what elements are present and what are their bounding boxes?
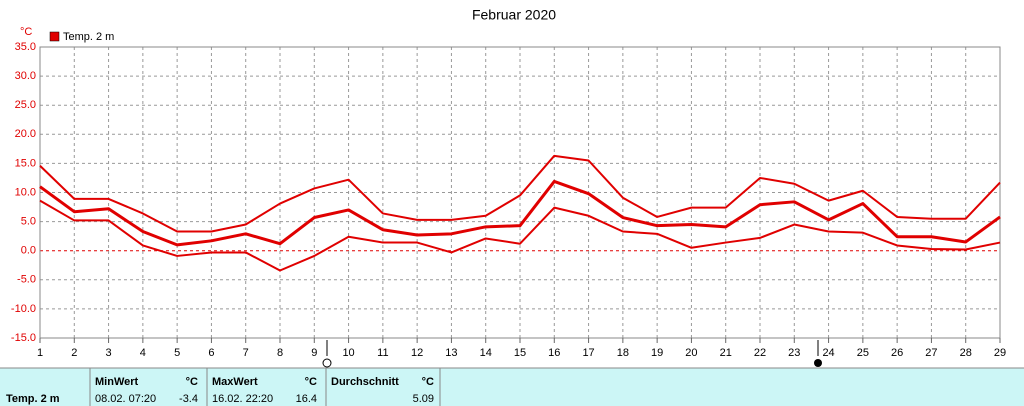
x-tick-label: 6 — [208, 347, 214, 359]
x-tick-label: 16 — [548, 347, 560, 359]
x-tick-label: 3 — [106, 347, 112, 359]
stats-unit: °C — [186, 376, 198, 388]
x-tick-label: 17 — [582, 347, 594, 359]
x-tick-label: 29 — [994, 347, 1006, 359]
stats-header: MaxWert — [212, 376, 258, 388]
x-tick-label: 13 — [445, 347, 457, 359]
x-tick-label: 9 — [311, 347, 317, 359]
y-unit: °C — [20, 26, 32, 38]
x-tick-label: 27 — [925, 347, 937, 359]
stats-label: Temp. 2 m — [6, 393, 60, 405]
legend-label: Temp. 2 m — [63, 31, 114, 43]
x-tick-label: 14 — [480, 347, 492, 359]
x-tick-label: 1 — [37, 347, 43, 359]
x-tick-label: 22 — [754, 347, 766, 359]
stats-value: 5.09 — [413, 393, 434, 405]
stats-table: Temp. 2 m MinWert °C 08.02. 07:20 -3.4 M… — [0, 367, 1024, 406]
x-tick-label: 19 — [651, 347, 663, 359]
y-tick-label: 10.0 — [15, 186, 36, 198]
x-tick-label: 26 — [891, 347, 903, 359]
x-tick-label: 8 — [277, 347, 283, 359]
stats-header: Durchschnitt — [331, 376, 399, 388]
x-tick-label: 21 — [720, 347, 732, 359]
x-tick-label: 24 — [822, 347, 834, 359]
chart-title: Februar 2020 — [472, 7, 556, 23]
stats-header: MinWert — [95, 376, 139, 388]
y-tick-label: 5.0 — [21, 216, 36, 228]
y-tick-label: -10.0 — [11, 303, 36, 315]
y-tick-label: -5.0 — [17, 274, 36, 286]
stats-unit: °C — [305, 376, 317, 388]
x-tick-label: 10 — [342, 347, 354, 359]
x-tick-label: 18 — [617, 347, 629, 359]
x-tick-label: 7 — [243, 347, 249, 359]
stats-value: 16.4 — [296, 393, 317, 405]
x-tick-label: 2 — [71, 347, 77, 359]
moon-new-icon — [814, 359, 822, 367]
x-tick-label: 12 — [411, 347, 423, 359]
series-line — [39, 154, 1001, 233]
x-tick-label: 5 — [174, 347, 180, 359]
x-tick-label: 23 — [788, 347, 800, 359]
y-tick-label: 0.0 — [21, 245, 36, 257]
x-tick-label: 15 — [514, 347, 526, 359]
series-line — [39, 199, 1001, 272]
legend-swatch — [49, 31, 60, 42]
x-tick-label: 11 — [377, 347, 388, 359]
stats-value: -3.4 — [179, 393, 198, 405]
y-tick-label: 20.0 — [15, 128, 36, 140]
y-tick-label: 25.0 — [15, 99, 36, 111]
x-tick-label: 4 — [140, 347, 146, 359]
moon-full-icon — [322, 358, 332, 368]
y-tick-label: 35.0 — [15, 41, 36, 53]
y-tick-label: 15.0 — [15, 157, 36, 169]
y-tick-label: -15.0 — [11, 332, 36, 344]
x-tick-label: 20 — [685, 347, 697, 359]
stats-bg — [0, 368, 1024, 406]
series-line — [39, 179, 1001, 247]
stats-unit: °C — [422, 376, 434, 388]
stats-date: 16.02. 22:20 — [212, 393, 273, 405]
x-tick-label: 25 — [857, 347, 869, 359]
x-tick-label: 28 — [960, 347, 972, 359]
stats-date: 08.02. 07:20 — [95, 393, 156, 405]
y-tick-label: 30.0 — [15, 70, 36, 82]
grid — [39, 46, 1001, 339]
